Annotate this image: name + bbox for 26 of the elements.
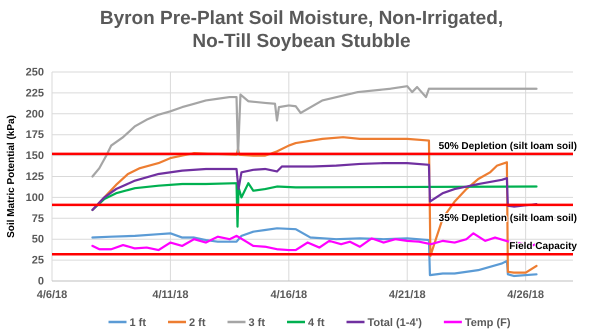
- y-tick-label: 75: [32, 212, 44, 225]
- y-tick-label: 0: [38, 276, 44, 288]
- ref-line-label: 50% Depletion (silt loam soil): [438, 140, 577, 152]
- legend-label: 3 ft: [248, 317, 266, 329]
- y-tick-label: 175: [26, 129, 44, 142]
- y-tick-label: 250: [26, 66, 44, 79]
- legend-label: Temp (F): [464, 317, 511, 329]
- y-tick-label: 200: [26, 108, 44, 120]
- y-tick-label: 225: [26, 87, 44, 100]
- y-tick-label: 150: [26, 150, 44, 162]
- y-axis-title: Soil Matric Potential (kPa): [6, 115, 17, 238]
- y-tick-label: 100: [26, 192, 44, 204]
- x-tick-label: 4/16/18: [270, 288, 308, 301]
- x-tick-label: 4/21/18: [388, 288, 426, 301]
- x-tick-label: 4/6/18: [36, 288, 68, 301]
- y-tick-label: 25: [32, 254, 44, 267]
- y-tick-label: 50: [32, 234, 44, 246]
- ref-line-label: Field Capacity: [509, 241, 578, 252]
- x-tick-label: 4/11/18: [152, 288, 188, 301]
- x-tick-label: 4/26/18: [507, 288, 544, 301]
- legend-label: 2 ft: [189, 317, 206, 329]
- legend-label: 4 ft: [308, 317, 325, 329]
- chart-title: Byron Pre-Plant Soil Moisture, Non-Irrigated, No-Till Soybean Stubble: [100, 8, 504, 52]
- y-tick-label: 125: [26, 171, 44, 184]
- legend-label: 1 ft: [130, 317, 146, 329]
- legend-label: Total (1-4'): [368, 317, 422, 329]
